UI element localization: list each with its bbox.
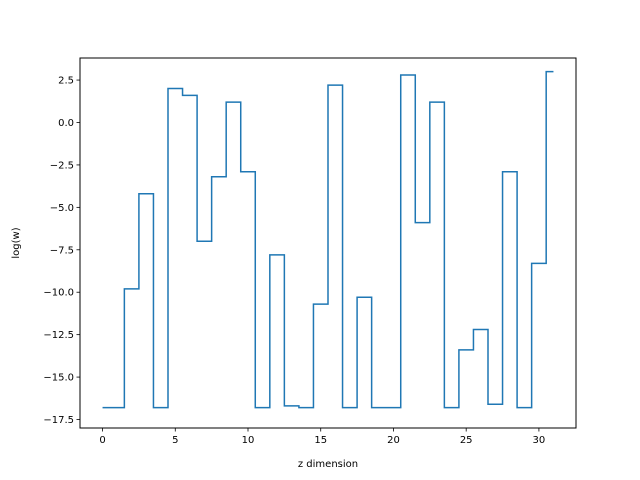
y-tick-label: −5.0 [50, 203, 74, 214]
x-axis-label: z dimension [298, 459, 358, 470]
y-tick-label: 2.5 [58, 76, 74, 87]
y-tick-label: −12.5 [43, 330, 74, 341]
series-layer [102, 70, 554, 409]
x-tick-label: 5 [172, 435, 178, 446]
x-tick-label: 0 [99, 435, 105, 446]
y-tick-label: −7.5 [50, 245, 74, 256]
x-axis: 0 5 10 15 20 25 30 [99, 428, 545, 446]
y-axis: −17.5 −15.0 −12.5 −10.0 −7.5 −5.0 −2.5 0.0 2.5 [43, 76, 80, 426]
x-tick-label: 20 [387, 435, 400, 446]
x-tick-label: 25 [460, 435, 473, 446]
y-tick-label: −10.0 [43, 288, 74, 299]
x-tick-label: 30 [533, 435, 546, 446]
x-tick-label: 10 [242, 435, 255, 446]
y-axis-label: log(w) [11, 227, 22, 258]
y-tick-label: −2.5 [50, 160, 74, 171]
x-tick-label: 15 [314, 435, 327, 446]
y-tick-label: 0.0 [58, 118, 74, 129]
series-line [102, 70, 554, 409]
plot-frame [79, 57, 577, 429]
y-tick-label: −17.5 [43, 415, 74, 426]
y-tick-label: −15.0 [43, 373, 74, 384]
